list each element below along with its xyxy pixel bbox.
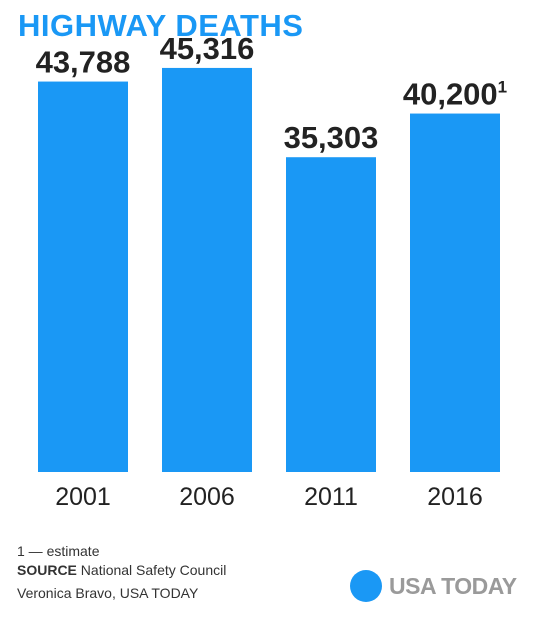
bar-2016	[410, 113, 500, 473]
footnote: 1 — estimate	[17, 543, 100, 559]
value-label-2011: 35,303	[284, 120, 379, 155]
bar-2011	[286, 157, 376, 473]
x-tick-2011: 2011	[304, 483, 358, 511]
footnote-marker: 1	[498, 78, 507, 97]
bar-2001	[38, 81, 128, 472]
source-text: National Safety Council	[80, 562, 227, 578]
value-label-2001: 43,788	[36, 45, 131, 80]
bar-chart: 43,788 2001 45,316 2006 35,303 2011 40,2001 201…	[36, 31, 508, 511]
chart-title: HIGHWAY DEATHS	[18, 8, 304, 43]
x-tick-2016: 2016	[427, 483, 483, 511]
logo-text: USA TODAY	[389, 572, 517, 599]
x-tick-2001: 2001	[55, 483, 111, 511]
x-tick-2006: 2006	[179, 483, 235, 511]
value-label-2016: 40,2001	[403, 77, 507, 112]
source-label: SOURCE	[17, 562, 77, 578]
usa-today-logo: USA TODAY	[350, 570, 517, 602]
source-line: SOURCE National Safety Council	[17, 562, 226, 578]
credit-line: Veronica Bravo, USA TODAY	[17, 585, 199, 601]
usa-today-dot-icon	[350, 570, 382, 602]
bar-2006	[162, 67, 252, 472]
value-label-2006: 45,316	[160, 31, 255, 66]
